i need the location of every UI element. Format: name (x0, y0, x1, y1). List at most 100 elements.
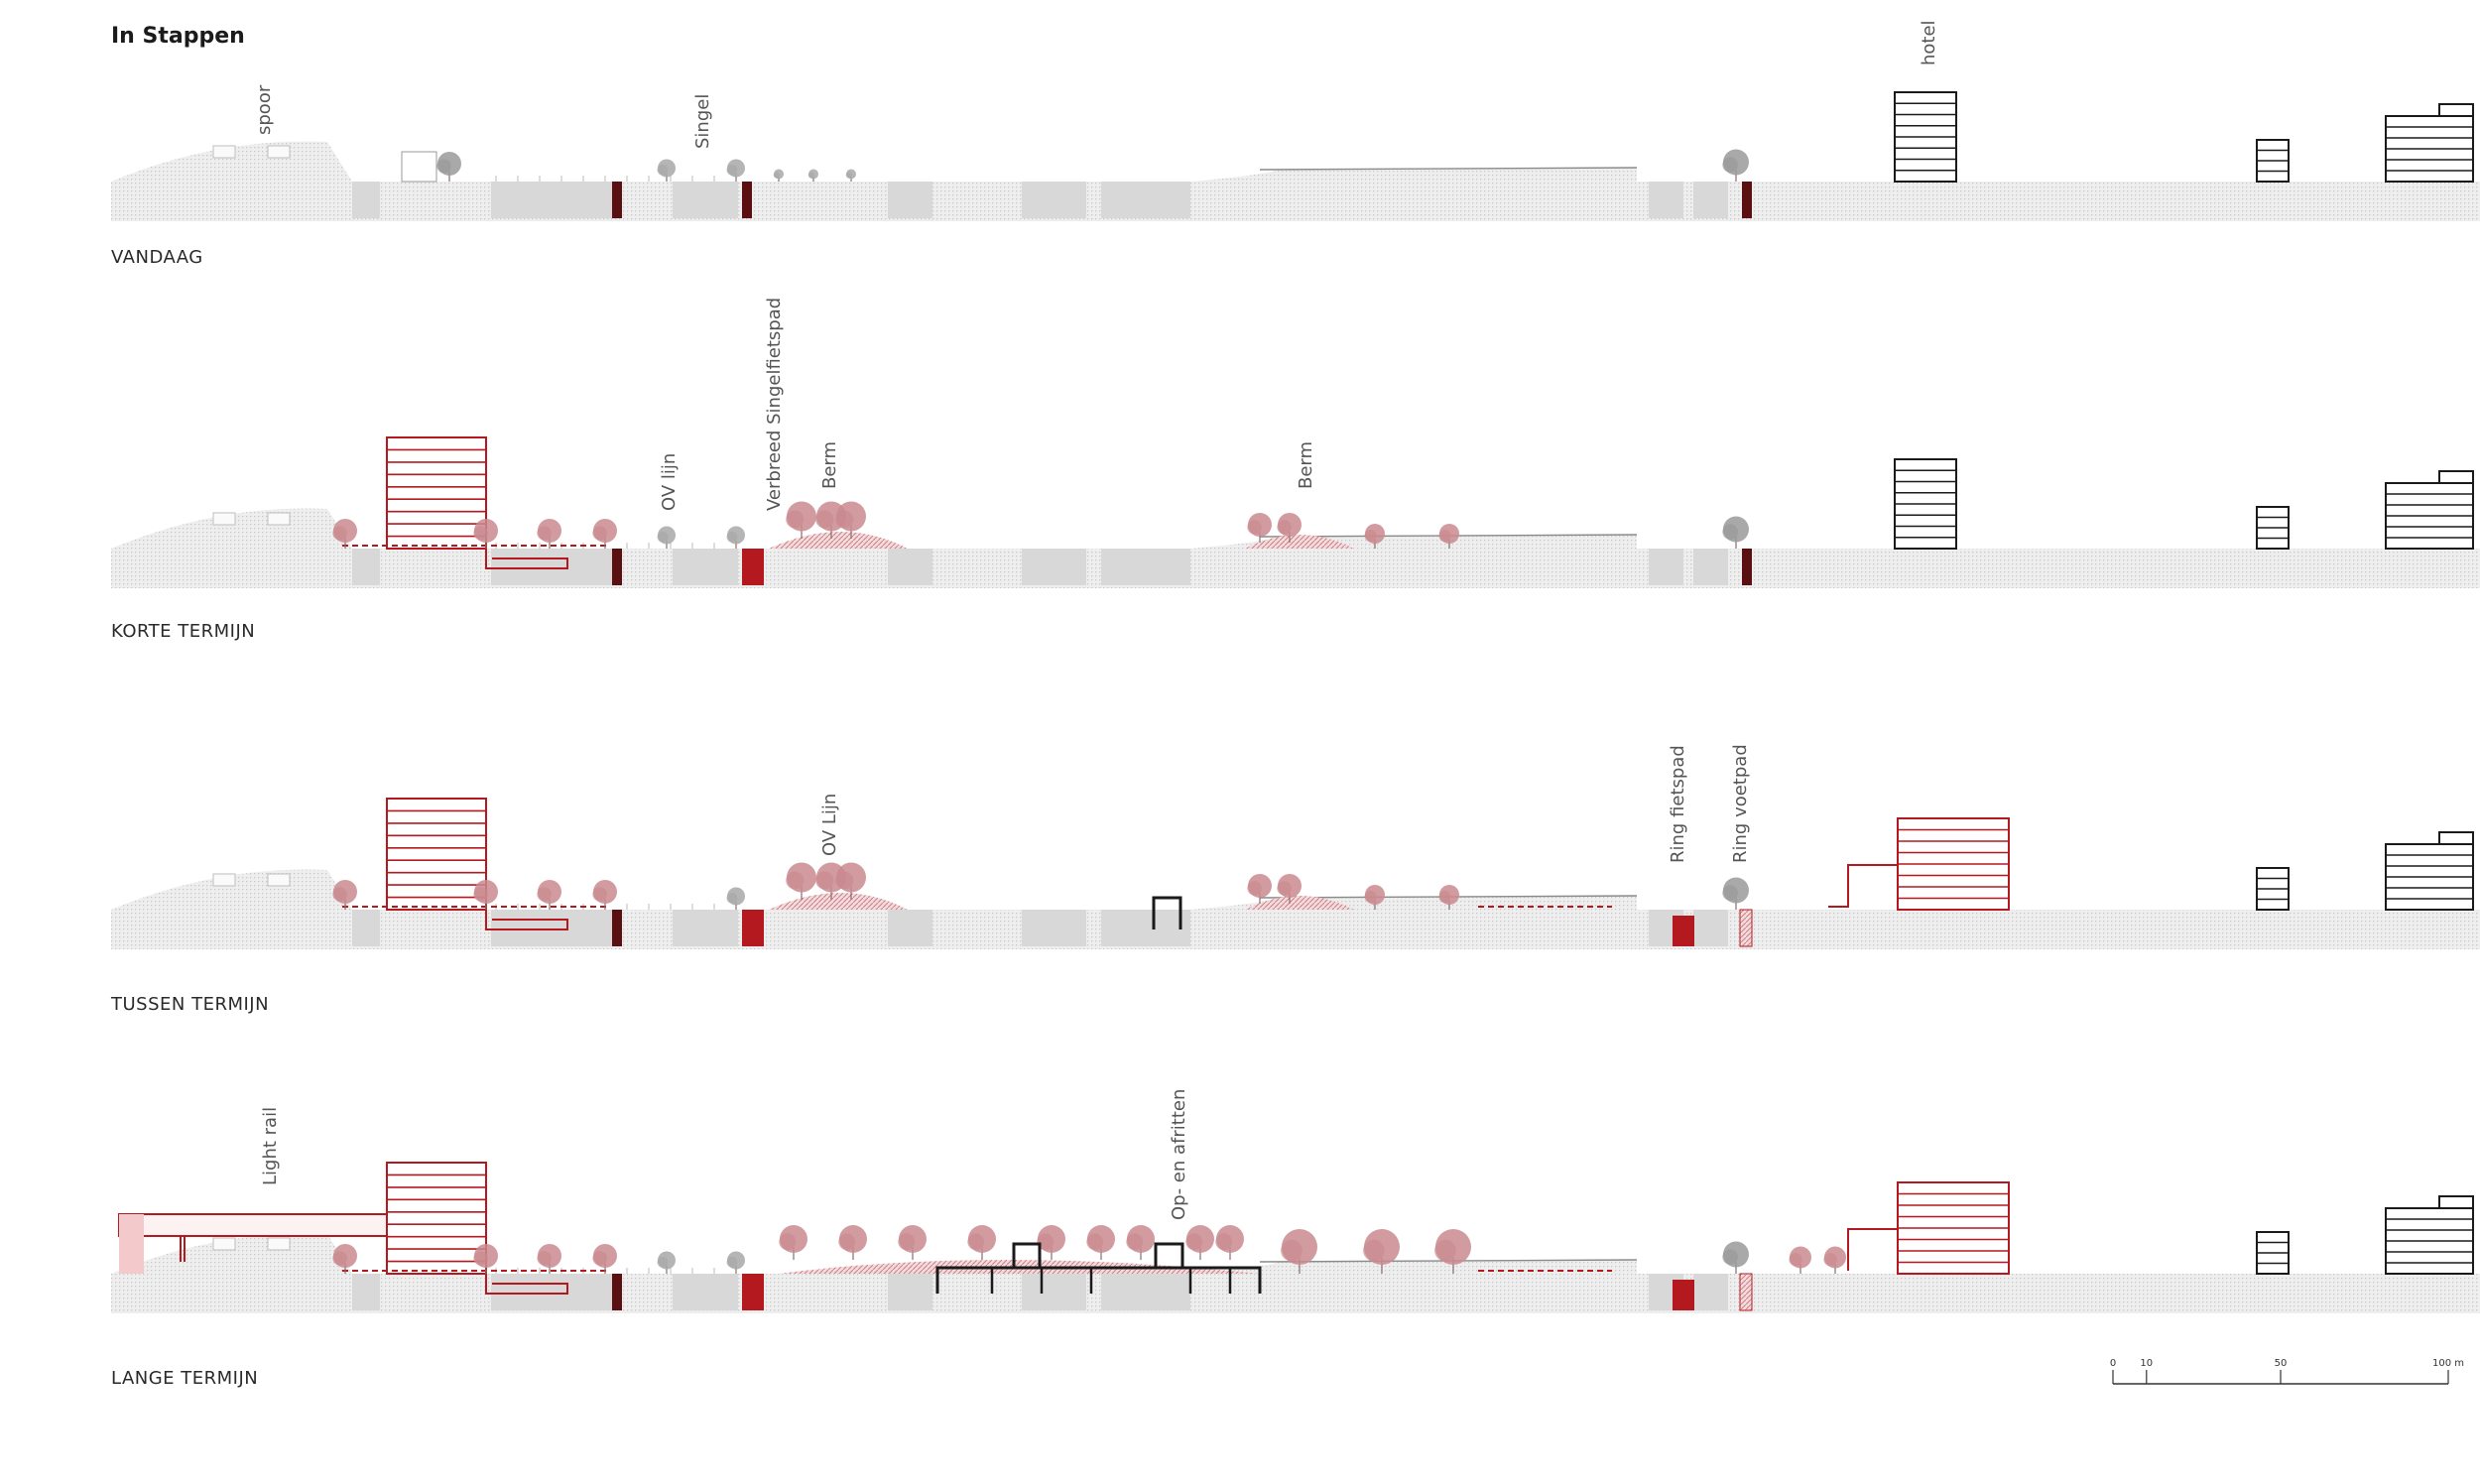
label-spoor: spoor (254, 84, 275, 135)
s1-road-4 (1022, 549, 1086, 585)
scale-tick-label-2: 50 (2275, 1358, 2288, 1369)
s3-park-tree-2-lobe (898, 1233, 916, 1251)
s1-pink-tree-f-lobe (1438, 530, 1451, 542)
s2-berm-shrub-1-lobe (1277, 881, 1292, 896)
s1-road-3 (888, 549, 932, 585)
label-singel: Singel (692, 94, 713, 149)
s3-grey-tree-b-lobe (726, 1256, 738, 1268)
s2-berm-right (1245, 896, 1354, 910)
s2-ring-fietspad (1673, 916, 1694, 946)
s3-light-rail-deck (118, 1213, 388, 1237)
s0-stepped-building (2385, 103, 2474, 183)
s0-stepped-building-top (2438, 103, 2474, 117)
s0-rail-car-0 (212, 145, 236, 159)
s3-stepped-building-top (2438, 1195, 2474, 1209)
s1-stepped-building (2385, 470, 2474, 550)
s2-berm-left (769, 893, 908, 910)
s1-road-6 (1649, 549, 1683, 585)
s3-road-5 (1101, 1274, 1190, 1310)
stage-label-tussen-termijn: TUSSEN TERMIJN (111, 994, 270, 1015)
s2-berm-tree-0-lobe (786, 871, 805, 890)
s0-road-7 (1693, 182, 1728, 218)
s0-tree-d-lobe (1722, 157, 1738, 173)
s1-pink-tree-0-lobe (332, 526, 347, 541)
s3-new-building (386, 1162, 487, 1275)
s0-road-6 (1649, 182, 1683, 218)
s1-rail-car-0 (212, 512, 236, 526)
s3-pink-tree-3-lobe (592, 1251, 607, 1266)
s2-underground-garage (485, 900, 568, 930)
s3-entrance-canopy (1847, 1228, 1898, 1271)
s3-tunnel-ramps (935, 1242, 1262, 1294)
label-ring-fietspad: Ring fietspad (1668, 745, 1688, 863)
s2-ground (111, 910, 2480, 949)
s2-pink-tree-1-lobe (473, 887, 488, 902)
scale-bar: 0 10 50 100 m (2110, 1358, 2464, 1385)
s3-right-tree-1-lobe (1823, 1253, 1837, 1267)
section-tussen-termijn: OV Lijn Ring fietspad Ring voetpad (111, 744, 2480, 949)
scale-tick-label-0: 0 (2110, 1358, 2116, 1369)
s1-new-building (386, 436, 487, 550)
s2-berm-tree-1-lobe (815, 871, 834, 890)
s2-stepped-building-top (2438, 831, 2474, 845)
s2-berm-shrub-0-lobe (1247, 881, 1262, 896)
s3-tunnel-roof (935, 1266, 1262, 1294)
s1-road-5 (1101, 549, 1190, 585)
s3-ring-voetpad (1739, 1273, 1753, 1311)
s3-park-tree-3-lobe (967, 1233, 985, 1251)
s3-park-tree-7-lobe (1185, 1233, 1203, 1251)
s1-pink-tree-e-lobe (1364, 530, 1377, 542)
s3-rail-car-1 (267, 1237, 291, 1251)
s2-road-3 (888, 910, 932, 946)
s1-berm-tree-2-lobe (835, 510, 854, 529)
s3-ramp-a (1012, 1242, 1042, 1268)
s3-ramp-b (1154, 1242, 1184, 1268)
s1-road-1 (491, 549, 615, 585)
s3-road-0 (352, 1274, 380, 1310)
s0-tree-a-lobe (436, 159, 451, 174)
stage-label-lange-termijn: LANGE TERMIJN (111, 1368, 259, 1389)
s1-road-0 (352, 549, 380, 585)
label-ov-lijn: OV lijn (659, 453, 680, 511)
s0-berm-edge (1259, 167, 1638, 171)
s0-path-c (1742, 182, 1752, 218)
label-ov-lijn-2: OV Lijn (819, 794, 840, 856)
s2-ring-voetpad (1739, 909, 1753, 947)
s2-ov-tunnel-entrance (1152, 896, 1182, 929)
s3-path-a (612, 1274, 622, 1310)
s1-road-7 (1693, 549, 1728, 585)
label-hotel: hotel (1919, 20, 1939, 65)
s0-road-2 (673, 182, 738, 218)
s0-sapling-0-lobe (773, 172, 780, 179)
s3-road-1 (491, 1274, 615, 1310)
s3-underground-garage (485, 1264, 568, 1295)
s2-pink-tree-f-lobe (1438, 891, 1451, 903)
s1-path-c (1742, 549, 1752, 585)
s1-embankment (111, 508, 352, 549)
s2-grey-tree-c-lobe (1722, 885, 1738, 901)
s1-grey-tree-c-lobe (1722, 524, 1738, 540)
s3-grey-tree-c-lobe (1722, 1249, 1738, 1265)
s3-large-tree-1-lobe (1363, 1239, 1385, 1262)
s0-rail-car-1 (267, 145, 291, 159)
s3-park-tree-1-lobe (838, 1233, 856, 1251)
s1-path-a (612, 549, 622, 585)
s0-sapling-2-lobe (845, 172, 852, 179)
s3-pink-tree-0-lobe (332, 1251, 347, 1266)
s3-grey-tree-a-lobe (657, 1256, 669, 1268)
s2-berm-tree-2-lobe (835, 871, 854, 890)
s0-road-3 (888, 182, 932, 218)
s1-rail-car-1 (267, 512, 291, 526)
s2-pink-tree-e-lobe (1364, 891, 1377, 903)
s1-underground-garage (485, 539, 568, 569)
s2-road-2 (673, 910, 738, 946)
s3-pink-tree-2-lobe (537, 1251, 552, 1266)
s3-right-tree-0-lobe (1789, 1253, 1802, 1267)
label-berm-left: Berm (819, 441, 840, 489)
s2-cycle-path (742, 910, 764, 946)
s1-berm-shrub-1-lobe (1277, 520, 1292, 535)
s1-berm-right (1245, 535, 1354, 549)
s2-stepped-building (2385, 831, 2474, 911)
s3-light-rail-abutment (119, 1214, 144, 1274)
